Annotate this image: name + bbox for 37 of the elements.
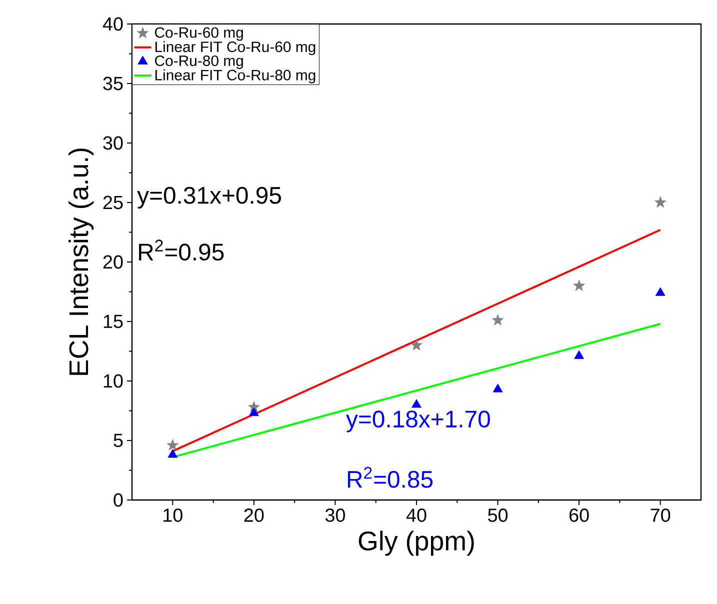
- y-tick-label: 20: [103, 255, 123, 269]
- y-tick-label: 30: [103, 136, 123, 150]
- point: [168, 449, 178, 458]
- point: [410, 338, 423, 351]
- x-tick-label: 20: [244, 508, 264, 522]
- legend-label: Co-Ru-60 mg: [155, 27, 243, 41]
- annotation: y=0.31x+0.95: [137, 186, 281, 209]
- y-tick-label: 5: [114, 434, 123, 448]
- point: [655, 287, 666, 296]
- legend-label: Linear FIT Co-Ru-80 mg: [155, 69, 316, 84]
- legend-label: Co-Ru-80 mg: [155, 55, 243, 69]
- x-tick-label: 10: [164, 508, 182, 522]
- annotation: y=0.18x+1.70: [346, 410, 490, 432]
- x-tick-label: 40: [406, 508, 426, 522]
- y-tick-label: 15: [104, 314, 123, 328]
- annotation: R$^{2}$=0.85: [348, 466, 433, 488]
- point: [574, 350, 584, 359]
- point: [572, 279, 586, 292]
- y-tick-label: 10: [104, 374, 123, 388]
- point: [654, 196, 667, 208]
- x-tick-label: 30: [325, 508, 345, 522]
- x-tick-label: 60: [570, 508, 589, 522]
- x-tick-label: 50: [488, 508, 508, 522]
- point: [492, 314, 504, 326]
- y-tick-label: 25: [103, 196, 123, 210]
- x-axis-title: Gly (ppm): [358, 530, 474, 556]
- annotation: R$^{2}$=0.95: [139, 240, 224, 261]
- point: [248, 407, 259, 416]
- y-tick-label: 40: [102, 17, 123, 31]
- point: [492, 384, 503, 392]
- point: [166, 438, 179, 450]
- y-tick-label: 0: [114, 493, 123, 507]
- x-tick-label: 70: [650, 508, 670, 522]
- y-axis-title: ECL Intensity (a.u.): [68, 148, 94, 375]
- point: [412, 399, 422, 408]
- legend-label: Linear FIT Co-Ru-60 mg: [155, 41, 316, 56]
- y-tick-label: 35: [103, 76, 123, 90]
